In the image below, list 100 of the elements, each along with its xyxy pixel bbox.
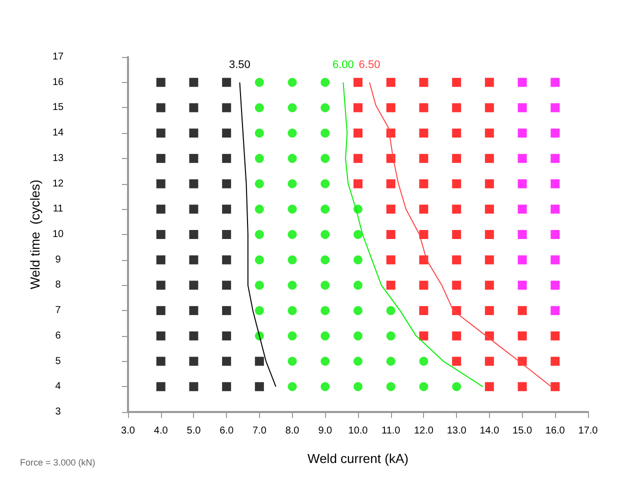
point [452,331,462,340]
point [320,179,330,188]
point [156,204,166,214]
point [518,103,527,112]
point [222,230,232,239]
series-label: 6.50 [358,58,380,71]
point [222,204,232,214]
point [550,230,560,239]
point [386,382,396,392]
y-tick-label: 11 [52,204,64,215]
y-tick-label: 8 [55,280,62,291]
y-tick-label: 4 [55,381,62,392]
point [354,280,362,290]
point [320,103,330,112]
point [550,331,560,340]
x-tick-label: 16.0 [545,426,566,436]
point [320,356,330,366]
point [354,78,362,87]
point [254,128,264,138]
point [320,306,330,316]
x-tick-label: 6.0 [220,426,234,436]
point [288,204,297,214]
point [222,306,232,316]
point [484,179,494,188]
point [484,306,494,316]
point [156,154,166,163]
point [222,154,232,163]
point [386,306,396,316]
point [518,230,527,239]
point [484,204,494,214]
point [419,103,428,112]
point [254,103,264,112]
point [419,356,428,366]
point [288,306,297,316]
point [386,255,396,264]
point [254,306,264,316]
x-tick-label: 11.0 [381,426,401,436]
point [189,280,198,290]
point [484,230,494,239]
point [550,103,560,112]
point [222,255,232,264]
point [419,128,428,138]
point [550,356,560,366]
point [189,154,198,163]
point [354,382,362,392]
point [452,128,462,138]
point [222,331,232,340]
point [518,179,527,188]
point [254,382,264,392]
y-tick-label: 15 [52,102,64,114]
point [354,255,362,264]
point [354,306,362,316]
point [386,331,396,340]
y-tick-label: 3 [55,406,62,418]
point [419,255,428,264]
point [320,128,330,138]
line-series [239,82,276,388]
point [189,255,198,264]
point [452,356,462,366]
point [354,230,362,239]
x-tick-label: 9.0 [318,426,333,436]
point [550,255,560,264]
point [419,230,428,239]
point [288,128,297,138]
point [354,103,362,112]
point [550,280,560,290]
point [419,179,428,188]
point [254,78,264,87]
point [484,382,494,392]
point [518,280,527,290]
point [518,382,527,392]
point [320,255,330,264]
point [189,179,198,188]
point [386,280,396,290]
x-tick-label: 14.0 [480,426,500,436]
point [189,356,198,366]
point [386,230,396,239]
point [156,230,166,239]
point [156,280,166,290]
point [222,128,232,138]
point [254,230,264,239]
y-tick-label: 17 [52,52,64,62]
point [354,128,362,138]
point [320,230,330,239]
point [386,78,396,87]
point [320,154,330,163]
point [354,331,362,340]
point [550,78,560,87]
point [189,230,198,239]
point [550,306,560,316]
point [288,154,297,163]
point [518,306,527,316]
point [320,78,330,87]
point [222,103,232,112]
point [550,128,560,138]
point [189,382,198,392]
point [320,204,330,214]
x-tick-label: 8.0 [285,426,300,436]
point [518,128,527,138]
x-tick-label: 5.0 [186,426,202,436]
